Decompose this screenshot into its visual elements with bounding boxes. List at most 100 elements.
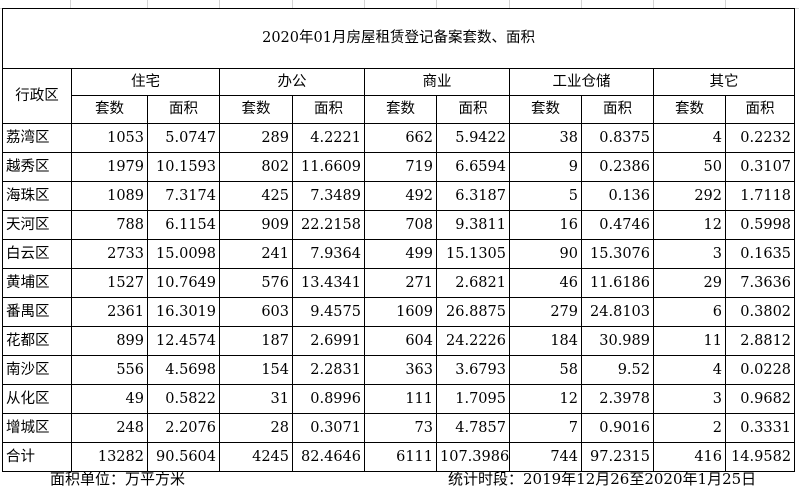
area-cell[interactable]: 2.2831 — [292, 355, 365, 385]
area-cell[interactable]: 0.8375 — [581, 123, 654, 153]
area-cell[interactable]: 2.2076 — [147, 413, 220, 443]
district-name-cell[interactable]: 增城区 — [2, 413, 72, 443]
count-cell[interactable]: 2 — [653, 413, 726, 443]
sub-header-count[interactable]: 套数 — [653, 95, 726, 124]
group-header-office[interactable]: 办公 — [219, 68, 365, 96]
count-cell[interactable]: 6 — [653, 297, 726, 327]
count-cell[interactable]: 3 — [653, 239, 726, 269]
area-cell[interactable]: 4.5698 — [147, 355, 220, 385]
area-cell[interactable]: 6.1154 — [147, 210, 220, 240]
count-cell[interactable]: 662 — [364, 123, 437, 153]
district-name-cell[interactable]: 海珠区 — [2, 181, 72, 211]
area-cell[interactable]: 7.9364 — [292, 239, 365, 269]
area-cell[interactable]: 7.3636 — [724, 268, 796, 298]
count-cell[interactable]: 1053 — [71, 123, 148, 153]
area-cell[interactable]: 12.4574 — [147, 326, 220, 356]
area-cell[interactable]: 9.3811 — [436, 210, 510, 240]
total-label-cell[interactable]: 合计 — [2, 442, 72, 472]
area-cell[interactable]: 4.2221 — [292, 123, 365, 153]
area-cell[interactable]: 24.2226 — [436, 326, 510, 356]
area-cell[interactable]: 0.0228 — [724, 355, 796, 385]
count-cell[interactable]: 46 — [509, 268, 582, 298]
district-name-cell[interactable]: 南沙区 — [2, 355, 72, 385]
area-cell[interactable]: 1.7118 — [724, 181, 796, 211]
count-cell[interactable]: 28 — [219, 413, 293, 443]
district-name-cell[interactable]: 花都区 — [2, 326, 72, 356]
area-cell[interactable]: 2.3978 — [581, 384, 654, 414]
count-cell[interactable]: 744 — [509, 442, 582, 472]
area-cell[interactable]: 24.8103 — [581, 297, 654, 327]
count-cell[interactable]: 12 — [653, 210, 726, 240]
count-cell[interactable]: 363 — [364, 355, 437, 385]
sub-header-area[interactable]: 面积 — [581, 95, 654, 124]
area-cell[interactable]: 1.7095 — [436, 384, 510, 414]
area-cell[interactable]: 5.9422 — [436, 123, 510, 153]
count-cell[interactable]: 12 — [509, 384, 582, 414]
count-cell[interactable]: 9 — [509, 152, 582, 182]
area-cell[interactable]: 11.6609 — [292, 152, 365, 182]
area-cell[interactable]: 0.5822 — [147, 384, 220, 414]
area-cell[interactable]: 2.6821 — [436, 268, 510, 298]
count-cell[interactable]: 603 — [219, 297, 293, 327]
count-cell[interactable]: 802 — [219, 152, 293, 182]
count-cell[interactable]: 416 — [653, 442, 726, 472]
count-cell[interactable]: 90 — [509, 239, 582, 269]
count-cell[interactable]: 788 — [71, 210, 148, 240]
district-name-cell[interactable]: 越秀区 — [2, 152, 72, 182]
sub-header-area[interactable]: 面积 — [292, 95, 365, 124]
count-cell[interactable]: 50 — [653, 152, 726, 182]
count-cell[interactable]: 184 — [509, 326, 582, 356]
area-cell[interactable]: 0.2232 — [724, 123, 796, 153]
area-cell[interactable]: 9.52 — [581, 355, 654, 385]
count-cell[interactable]: 425 — [219, 181, 293, 211]
group-header-residential[interactable]: 住宅 — [71, 68, 220, 96]
count-cell[interactable]: 708 — [364, 210, 437, 240]
count-cell[interactable]: 556 — [71, 355, 148, 385]
area-cell[interactable]: 107.3986 — [436, 442, 510, 472]
district-name-cell[interactable]: 荔湾区 — [2, 123, 72, 153]
table-title[interactable]: 2020年01月房屋租赁登记备案套数、面积 — [1, 8, 796, 69]
area-cell[interactable]: 0.4746 — [581, 210, 654, 240]
sub-header-count[interactable]: 套数 — [364, 95, 437, 124]
area-cell[interactable]: 9.4575 — [292, 297, 365, 327]
sub-header-area[interactable]: 面积 — [436, 95, 510, 124]
area-cell[interactable]: 7.3174 — [147, 181, 220, 211]
area-cell[interactable]: 0.3802 — [724, 297, 796, 327]
count-cell[interactable]: 16 — [509, 210, 582, 240]
area-cell[interactable]: 0.3331 — [724, 413, 796, 443]
count-cell[interactable]: 11 — [653, 326, 726, 356]
area-cell[interactable]: 0.9682 — [724, 384, 796, 414]
area-cell[interactable]: 4.7857 — [436, 413, 510, 443]
sub-header-area[interactable]: 面积 — [724, 95, 796, 124]
sub-header-count[interactable]: 套数 — [71, 95, 148, 124]
sub-header-count[interactable]: 套数 — [509, 95, 582, 124]
count-cell[interactable]: 289 — [219, 123, 293, 153]
area-cell[interactable]: 97.2315 — [581, 442, 654, 472]
area-cell[interactable]: 6.6594 — [436, 152, 510, 182]
count-cell[interactable]: 111 — [364, 384, 437, 414]
count-cell[interactable]: 719 — [364, 152, 437, 182]
count-cell[interactable]: 499 — [364, 239, 437, 269]
count-cell[interactable]: 4245 — [219, 442, 293, 472]
area-cell[interactable]: 22.2158 — [292, 210, 365, 240]
area-cell[interactable]: 0.2386 — [581, 152, 654, 182]
area-cell[interactable]: 6.3187 — [436, 181, 510, 211]
area-cell[interactable]: 0.136 — [581, 181, 654, 211]
district-column-header[interactable]: 行政区 — [2, 68, 72, 124]
area-cell[interactable]: 2.6991 — [292, 326, 365, 356]
area-cell[interactable]: 82.4646 — [292, 442, 365, 472]
count-cell[interactable]: 6111 — [364, 442, 437, 472]
district-name-cell[interactable]: 从化区 — [2, 384, 72, 414]
count-cell[interactable]: 1527 — [71, 268, 148, 298]
count-cell[interactable]: 73 — [364, 413, 437, 443]
count-cell[interactable]: 3 — [653, 384, 726, 414]
area-cell[interactable]: 5.0747 — [147, 123, 220, 153]
area-cell[interactable]: 11.6186 — [581, 268, 654, 298]
area-cell[interactable]: 26.8875 — [436, 297, 510, 327]
group-header-commercial[interactable]: 商业 — [364, 68, 510, 96]
count-cell[interactable]: 58 — [509, 355, 582, 385]
count-cell[interactable]: 31 — [219, 384, 293, 414]
sub-header-count[interactable]: 套数 — [219, 95, 293, 124]
count-cell[interactable]: 241 — [219, 239, 293, 269]
area-cell[interactable]: 7.3489 — [292, 181, 365, 211]
